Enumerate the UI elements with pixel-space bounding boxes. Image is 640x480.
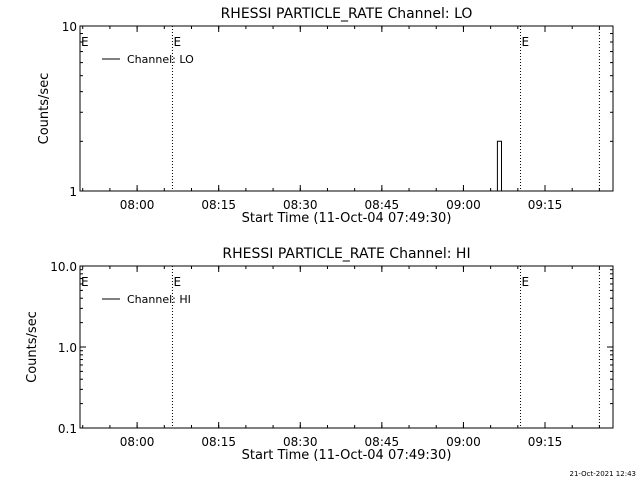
x-tick-label: 08:15 [201, 435, 236, 449]
plot-frame [79, 25, 614, 192]
x-tick-label: 08:00 [120, 198, 155, 212]
x-tick-label: 08:00 [120, 435, 155, 449]
event-marker-label: E [522, 35, 530, 49]
x-tick-label: 08:30 [283, 198, 318, 212]
x-tick-label: 08:45 [365, 435, 400, 449]
plot-frame [79, 265, 614, 429]
x-tick-label: 09:15 [528, 435, 563, 449]
y-tick-label: 1.0 [58, 341, 77, 355]
x-tick-label: 09:00 [446, 435, 481, 449]
x-tick-label: 09:15 [528, 198, 563, 212]
event-marker-label: E [81, 275, 89, 289]
y-tick-label: 10 [62, 20, 77, 34]
y-tick-label: 0.1 [58, 422, 77, 436]
x-tick-label: 08:30 [283, 435, 318, 449]
chart-panel-2: RHESSI PARTICLE_RATE Channel: HI 08:00 08:… [25, 246, 614, 463]
chart-panel-1: RHESSI PARTICLE_RATE Channel: LO 08:00 08:… [37, 6, 614, 226]
legend-label: Channel: HI [127, 293, 191, 306]
event-marker-label: E [522, 275, 530, 289]
y-axis-label: Counts/sec [25, 311, 40, 383]
legend-label: Channel: LO [127, 53, 194, 66]
event-marker-label: E [81, 35, 89, 49]
y-tick-label: 10.0 [50, 260, 77, 274]
chart-title: RHESSI PARTICLE_RATE Channel: HI [222, 246, 470, 262]
footer-timestamp: 21-Oct-2021 12:43 [570, 470, 636, 478]
x-axis-label: Start Time (11-Oct-04 07:49:30) [242, 211, 452, 226]
event-marker-label: E [173, 275, 181, 289]
x-tick-label: 09:00 [446, 198, 481, 212]
event-marker-label: E [173, 35, 181, 49]
y-tick-label: 1 [69, 185, 77, 199]
series-line [496, 140, 505, 192]
y-axis-label: Counts/sec [37, 73, 52, 145]
x-tick-label: 08:45 [365, 198, 400, 212]
x-axis-label: Start Time (11-Oct-04 07:49:30) [242, 448, 452, 463]
chart-title: RHESSI PARTICLE_RATE Channel: LO [221, 6, 473, 22]
x-tick-label: 08:15 [201, 198, 236, 212]
